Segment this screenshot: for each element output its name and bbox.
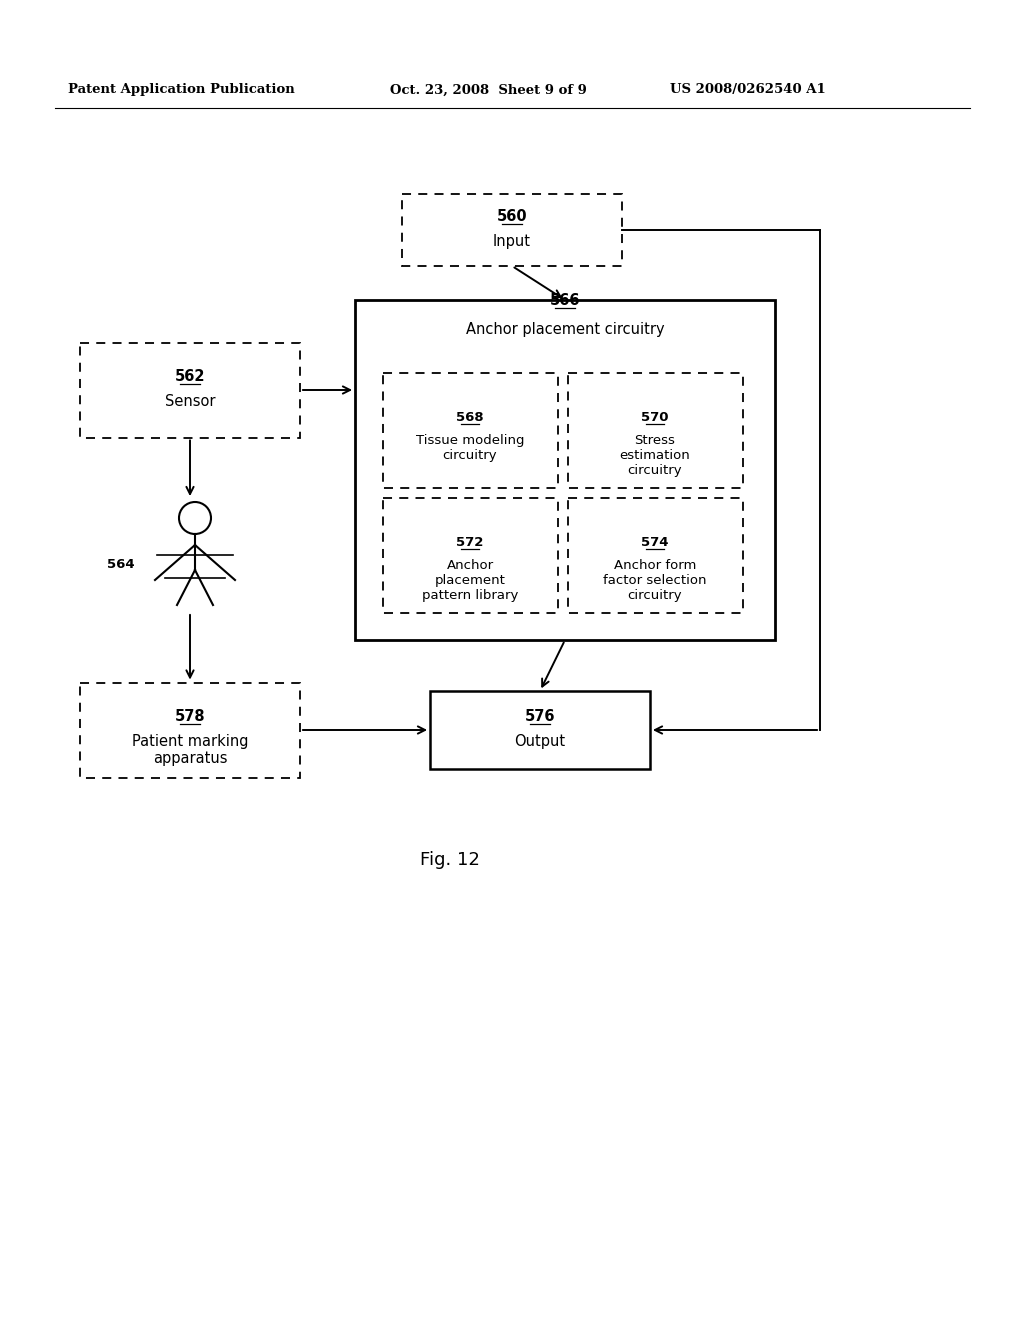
- Text: Oct. 23, 2008  Sheet 9 of 9: Oct. 23, 2008 Sheet 9 of 9: [390, 83, 587, 96]
- Text: Fig. 12: Fig. 12: [420, 851, 480, 869]
- Text: 566: 566: [550, 293, 581, 308]
- Bar: [402, 194, 622, 267]
- Text: Anchor placement circuitry: Anchor placement circuitry: [466, 322, 665, 337]
- Text: 572: 572: [457, 536, 483, 549]
- Text: 576: 576: [524, 709, 555, 723]
- Text: 562: 562: [175, 370, 205, 384]
- Text: 568: 568: [456, 411, 483, 424]
- Text: Sensor: Sensor: [165, 393, 215, 409]
- Bar: [383, 372, 557, 487]
- Text: Stress
estimation
circuitry: Stress estimation circuitry: [620, 434, 690, 477]
- Bar: [383, 498, 557, 612]
- Bar: [80, 682, 300, 777]
- Text: 560: 560: [497, 209, 527, 224]
- Text: Tissue modeling
circuitry: Tissue modeling circuitry: [416, 434, 524, 462]
- Bar: [355, 300, 775, 640]
- Text: Anchor form
factor selection
circuitry: Anchor form factor selection circuitry: [603, 558, 707, 602]
- Text: Output: Output: [514, 734, 565, 748]
- Text: Patent Application Publication: Patent Application Publication: [68, 83, 295, 96]
- Bar: [567, 372, 742, 487]
- Text: Input: Input: [493, 234, 531, 249]
- Text: 574: 574: [641, 536, 669, 549]
- Text: Patient marking
apparatus: Patient marking apparatus: [132, 734, 248, 767]
- Text: US 2008/0262540 A1: US 2008/0262540 A1: [670, 83, 825, 96]
- Text: 578: 578: [175, 709, 206, 723]
- Text: 564: 564: [108, 558, 135, 572]
- Bar: [80, 342, 300, 437]
- Bar: [430, 690, 650, 770]
- Text: Anchor
placement
pattern library: Anchor placement pattern library: [422, 558, 518, 602]
- Text: 570: 570: [641, 411, 669, 424]
- Bar: [567, 498, 742, 612]
